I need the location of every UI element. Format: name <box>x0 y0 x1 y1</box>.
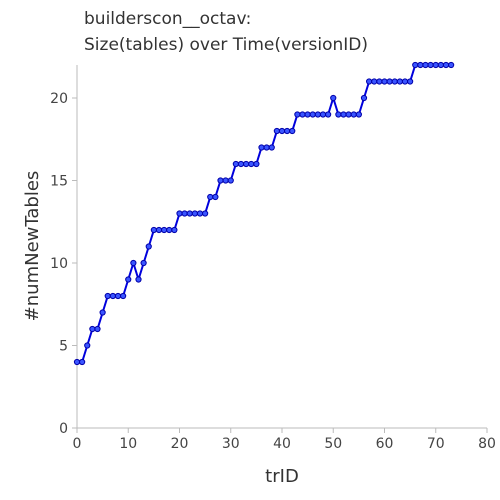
data-point <box>350 111 357 118</box>
data-point <box>120 292 127 300</box>
y-tick-label: 0 <box>59 421 68 437</box>
data-point <box>222 177 229 184</box>
data-point <box>432 61 439 69</box>
data-point <box>442 61 450 69</box>
x-tick-label: 0 <box>73 436 82 452</box>
data-point <box>150 226 157 234</box>
data-point <box>273 127 280 135</box>
data-point <box>145 243 152 250</box>
data-point <box>109 292 116 300</box>
data-point <box>94 325 101 333</box>
data-point <box>319 111 327 118</box>
data-point <box>427 61 434 69</box>
data-point <box>294 111 301 118</box>
data-point <box>330 94 337 102</box>
data-point <box>99 309 106 316</box>
data-point <box>232 160 239 168</box>
data-point <box>314 111 321 118</box>
data-point <box>161 226 168 234</box>
data-point <box>278 127 286 135</box>
x-tick-label: 50 <box>324 436 342 452</box>
data-point <box>417 61 424 69</box>
data-point <box>391 78 398 85</box>
data-point <box>140 259 147 267</box>
data-point <box>299 111 306 118</box>
data-point <box>191 210 198 217</box>
data-point <box>114 292 122 300</box>
data-point <box>371 78 378 85</box>
data-point <box>263 144 270 151</box>
data-point <box>381 78 388 85</box>
data-point <box>304 111 311 118</box>
data-point <box>422 61 429 69</box>
data-point <box>401 78 409 85</box>
data-point <box>325 111 332 118</box>
y-axis-ticks: 0 5 10 15 20 <box>50 91 77 437</box>
data-point <box>243 160 250 168</box>
data-point <box>237 160 245 168</box>
data-point <box>366 78 373 85</box>
x-tick-label: 70 <box>427 436 445 452</box>
data-point <box>345 111 352 118</box>
x-tick-label: 80 <box>478 436 496 452</box>
data-point <box>448 61 455 69</box>
data-point <box>135 276 142 283</box>
data-point <box>84 342 91 349</box>
data-point <box>73 358 81 366</box>
data-point <box>207 193 214 201</box>
y-axis-label: #numNewTables <box>22 171 43 322</box>
data-point <box>130 259 137 267</box>
data-point <box>258 144 265 151</box>
data-point <box>202 210 209 217</box>
data-point <box>396 78 403 85</box>
data-point <box>268 144 275 151</box>
x-tick-label: 10 <box>119 436 137 452</box>
y-tick-label: 20 <box>50 91 68 107</box>
data-point <box>309 111 316 118</box>
data-point <box>437 61 444 69</box>
data-point <box>181 210 188 217</box>
data-point <box>186 210 193 217</box>
data-point <box>253 160 260 168</box>
x-tick-label: 60 <box>376 436 394 452</box>
x-axis-ticks: 0 10 20 30 40 50 60 70 80 <box>73 428 496 452</box>
chart-title-line-1: builderscon__octav: <box>84 9 251 29</box>
data-point <box>89 325 96 333</box>
x-tick-label: 20 <box>171 436 189 452</box>
chart-title-line-2: Size(tables) over Time(versionID) <box>84 35 368 55</box>
data-point <box>176 210 183 217</box>
data-point <box>171 226 178 234</box>
data-point <box>289 127 296 135</box>
data-point <box>196 210 204 217</box>
data-point <box>217 177 224 184</box>
data-point <box>335 111 342 118</box>
data-point <box>386 78 393 85</box>
x-tick-label: 40 <box>273 436 291 452</box>
data-point <box>155 226 163 234</box>
data-point <box>104 292 111 300</box>
data-point <box>340 111 347 118</box>
data-point <box>227 177 234 184</box>
data-point <box>355 111 362 118</box>
series-points <box>73 61 455 366</box>
data-point <box>376 78 383 85</box>
data-point <box>407 78 414 85</box>
data-point <box>212 193 219 201</box>
series-line <box>77 64 452 363</box>
data-point <box>412 61 419 69</box>
data-point <box>360 94 368 102</box>
chart-title: builderscon__octav: Size(tables) over Ti… <box>84 9 368 55</box>
y-tick-label: 10 <box>50 256 68 272</box>
data-point <box>248 160 255 168</box>
x-tick-label: 30 <box>222 436 240 452</box>
data-point <box>166 226 173 234</box>
y-tick-label: 5 <box>59 339 68 355</box>
x-axis-label: trID <box>265 466 299 487</box>
data-point <box>79 358 86 366</box>
y-tick-label: 15 <box>50 174 68 190</box>
data-point <box>125 276 132 283</box>
data-point <box>284 127 291 135</box>
